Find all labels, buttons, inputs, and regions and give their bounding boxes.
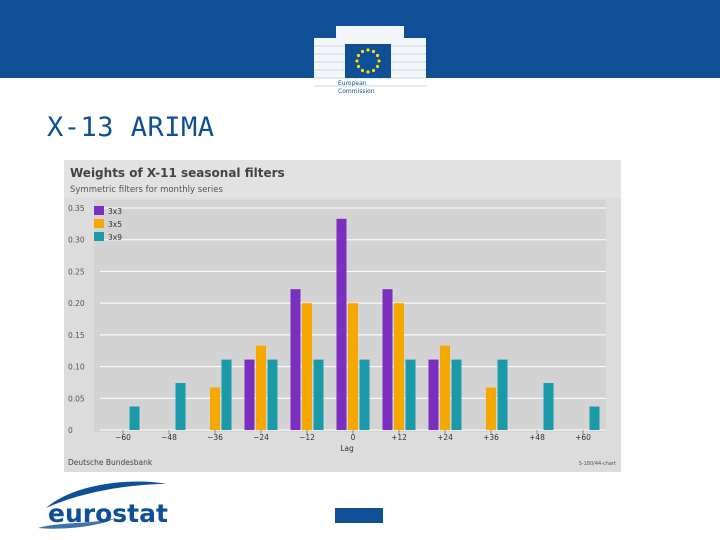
y-tick-label: 0.05 <box>68 394 85 403</box>
eu-star-icon <box>356 64 361 69</box>
x-tick-label: −36 <box>207 433 223 442</box>
bar-3x9-3 <box>267 359 278 430</box>
bar-3x9-10 <box>589 406 600 430</box>
eu-star-icon <box>360 68 365 73</box>
x-tick-label: −12 <box>299 433 315 442</box>
ec-caption-line-2: Commission <box>338 88 375 95</box>
eurostat-swoosh-icon <box>46 481 166 508</box>
seasonal-filter-weights-chart: Weights of X-11 seasonal filters Symmetr… <box>64 160 621 467</box>
x-tick-label: +24 <box>437 433 453 442</box>
ec-logo-caption: European Commission <box>338 80 398 96</box>
bar-3x5-2 <box>210 387 220 430</box>
legend-swatch-3x5 <box>94 219 104 228</box>
bar-3x5-6 <box>394 303 404 430</box>
eurostat-logo: eurostat <box>38 481 168 529</box>
eu-star-icon <box>377 59 381 63</box>
y-tick-label: 0.20 <box>68 299 85 308</box>
y-tick-label: 0.25 <box>68 267 85 276</box>
bar-3x5-7 <box>440 345 450 430</box>
bar-3x9-4 <box>313 359 324 430</box>
y-tick-label: 0.15 <box>68 331 85 340</box>
chart-credit: S-180/44-chart <box>579 461 616 467</box>
y-tick-label: 0.35 <box>68 204 85 213</box>
y-tick-label: 0 <box>68 426 73 435</box>
x-tick-label: 0 <box>351 433 356 442</box>
eu-star-icon <box>366 48 370 52</box>
x-tick-label: +12 <box>391 433 407 442</box>
bar-3x9-8 <box>497 359 508 430</box>
eu-star-icon <box>366 70 370 74</box>
bar-3x9-7 <box>451 359 462 430</box>
eu-star-icon <box>371 68 376 73</box>
bar-3x9-6 <box>405 359 416 430</box>
x-tick-label: −24 <box>253 433 269 442</box>
european-commission-logo <box>314 26 426 94</box>
bar-3x3-3 <box>244 359 255 430</box>
footer-blue-block <box>335 508 383 523</box>
bar-3x3-4 <box>290 289 301 430</box>
eurostat-wordmark: eurostat <box>48 499 168 528</box>
bar-3x9-9 <box>543 383 554 430</box>
x-tick-label: −48 <box>161 433 177 442</box>
y-tick-label: 0.30 <box>68 236 85 245</box>
slide-title: X-13 ARIMA <box>47 112 215 143</box>
bar-3x3-6 <box>382 289 393 430</box>
eu-star-icon <box>356 53 361 58</box>
bar-3x5-4 <box>302 303 312 430</box>
eu-star-icon <box>360 49 365 54</box>
legend-swatch-3x3 <box>94 206 104 215</box>
x-tick-label: +48 <box>529 433 545 442</box>
x-tick-label: +60 <box>575 433 591 442</box>
legend-label-3x5: 3x5 <box>108 220 122 229</box>
y-tick-label: 0.10 <box>68 363 85 372</box>
bar-3x9-0 <box>129 406 140 430</box>
eu-star-icon <box>355 59 359 63</box>
x-tick-label: −60 <box>115 433 131 442</box>
bar-3x5-5 <box>348 303 358 430</box>
bar-3x3-5 <box>336 218 347 430</box>
chart-title: Weights of X-11 seasonal filters <box>70 166 285 180</box>
chart-subtitle: Symmetric filters for monthly series <box>70 185 223 195</box>
chart-source: Deutsche Bundesbank <box>68 458 153 467</box>
bar-3x5-3 <box>256 345 266 430</box>
legend-label-3x9: 3x9 <box>108 233 122 242</box>
legend-swatch-3x9 <box>94 232 104 241</box>
bar-3x9-1 <box>175 383 186 430</box>
x-tick-label: +36 <box>483 433 499 442</box>
bar-3x9-5 <box>359 359 370 430</box>
chart-panel: Weights of X-11 seasonal filters Symmetr… <box>64 160 621 472</box>
bar-3x5-8 <box>486 387 496 430</box>
eu-star-icon <box>375 53 380 58</box>
eu-star-icon <box>375 64 380 69</box>
ec-caption-line-1: European <box>338 80 367 87</box>
eu-star-icon <box>371 49 376 54</box>
legend-label-3x3: 3x3 <box>108 207 122 216</box>
bar-3x3-7 <box>428 359 439 430</box>
chart-header-bg <box>64 160 621 198</box>
x-axis-label: Lag <box>340 444 354 453</box>
bar-3x9-2 <box>221 359 232 430</box>
